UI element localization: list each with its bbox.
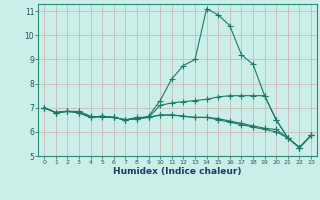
X-axis label: Humidex (Indice chaleur): Humidex (Indice chaleur) [113,167,242,176]
